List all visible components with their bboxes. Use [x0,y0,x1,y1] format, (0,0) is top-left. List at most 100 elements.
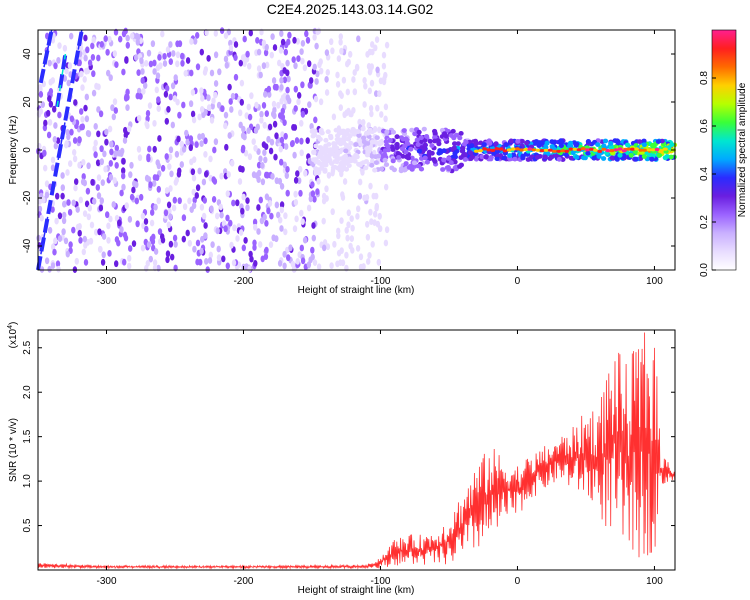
heatmap-cell [239,79,245,87]
heatmap-cell [641,138,647,144]
heatmap-cell [315,134,322,140]
heatmap-cell [278,145,283,153]
heatmap-cell [650,142,656,148]
heatmap-cell [351,76,356,83]
heatmap-cell [249,92,254,100]
heatmap-cell [597,149,603,153]
heatmap-cell [145,110,151,117]
heatmap-cell [363,82,368,90]
heatmap-cell [307,157,312,165]
heatmap-cell [123,94,129,102]
x-tick-label: -200 [233,576,253,587]
heatmap-cell [323,162,329,168]
heatmap-cell [306,261,312,269]
snr-line-marks [37,332,676,570]
colorbar-gradient [711,29,737,271]
heatmap-cell [182,203,188,211]
heatmap-cell [280,38,286,46]
heatmap-cell [137,114,142,122]
heatmap-cell [633,156,639,162]
heatmap-cell [202,69,208,76]
heatmap-cell [395,151,401,156]
heatmap-cell [203,222,208,229]
heatmap-cell [300,110,306,118]
colorbar-tick-label: 0.0 [699,263,710,277]
heatmap-cell [165,85,170,92]
heatmap-cell [502,149,508,153]
heatmap-cell [80,84,85,91]
heatmap-cell [172,196,177,204]
heatmap-cell [524,140,530,146]
heatmap-cell [293,62,298,70]
heatmap-cell [225,190,230,198]
heatmap-cell [494,147,500,151]
heatmap-cell [170,121,175,129]
heatmap-cell [191,116,197,124]
heatmap-cell [274,132,279,140]
heatmap-cell [311,150,317,156]
heatmap-cell [46,131,52,139]
heatmap-cell [83,34,88,42]
heatmap-cell [93,123,98,130]
heatmap-cell [608,141,614,146]
heatmap-cell [641,142,648,148]
heatmap-cell [339,217,344,225]
heatmap-cell [66,79,71,87]
heatmap-cell [199,247,204,255]
heatmap-cell [409,127,415,133]
heatmap-cell [574,154,580,160]
top-y-ticks: -40 -20 0 20 40 [22,48,675,253]
heatmap-cell [93,139,98,147]
heatmap-cell [152,59,157,67]
heatmap-cell [664,154,670,159]
heatmap-cell [276,101,281,109]
heatmap-cell [422,155,428,161]
heatmap-cell [167,163,172,171]
heatmap-cell [291,56,296,63]
heatmap-cell [348,50,353,58]
heatmap-cell [253,260,258,267]
heatmap-cell [194,192,199,199]
heatmap-cell [384,183,389,191]
heatmap-cell [596,154,602,159]
heatmap-cell [213,91,218,99]
heatmap-cell [199,140,204,148]
heatmap-cell [282,119,287,126]
heatmap-cell [448,133,454,138]
heatmap-cell [79,108,84,115]
heatmap-cell [306,204,312,212]
heatmap-cell [299,119,304,127]
heatmap-cell [329,262,334,269]
heatmap-cell [176,135,181,143]
heatmap-cell [349,215,354,223]
heatmap-cell [296,98,301,106]
heatmap-cell [558,143,565,149]
heatmap-cell [531,148,537,152]
heatmap-cell [90,42,95,50]
heatmap-cell [307,101,312,108]
heatmap-cell [277,59,282,67]
heatmap-cell [267,200,273,207]
heatmap-cell [168,146,174,154]
heatmap-cell [84,115,90,123]
heatmap-cell [309,123,314,130]
heatmap-cell [270,33,275,40]
heatmap-cell [210,241,215,249]
heatmap-cell [38,84,43,91]
heatmap-cell [613,148,619,152]
heatmap-cell [330,47,335,55]
heatmap-cell [47,95,52,102]
heatmap-cell [310,181,315,189]
heatmap-cell [104,138,109,146]
y-exponent-label: (x104) [7,322,19,349]
heatmap-cell [164,187,170,194]
heatmap-cell [127,254,132,262]
heatmap-cell [77,136,82,144]
heatmap-cell [143,218,149,225]
heatmap-cell [440,167,446,172]
heatmap-cell [203,151,208,158]
heatmap-cell [338,104,343,111]
heatmap-cell [457,164,463,169]
heatmap-cell [595,142,601,148]
heatmap-cell [344,251,349,259]
